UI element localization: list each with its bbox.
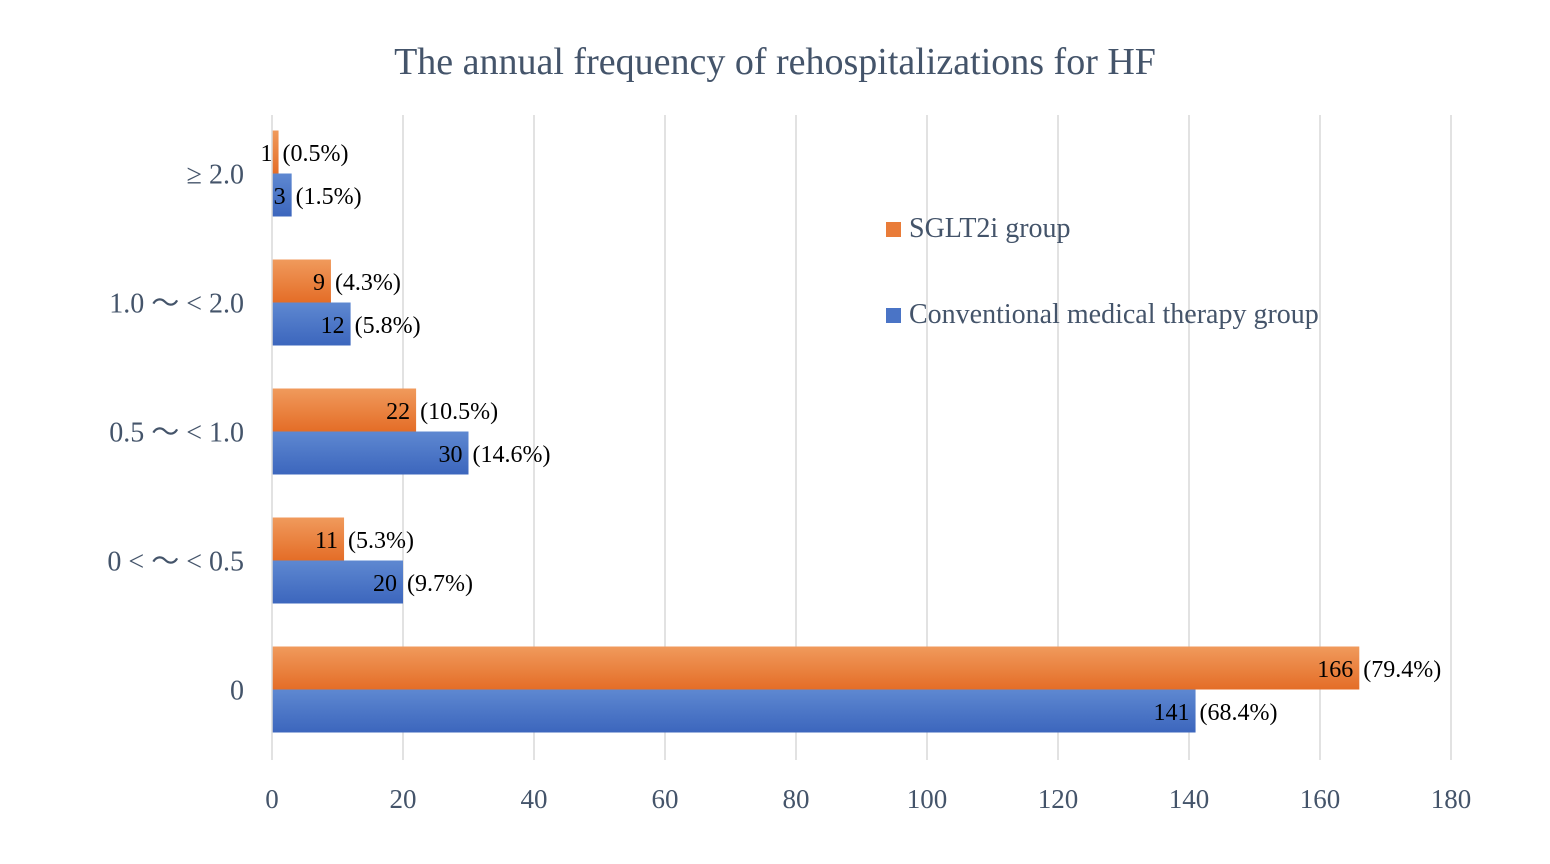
- percent-label-sglt2i-2: (10.5%): [420, 399, 498, 425]
- value-label-conventional-2: 30: [439, 442, 463, 468]
- percent-label-conventional-4: (68.4%): [1200, 700, 1278, 726]
- percent-label-conventional-0: (1.5%): [296, 184, 362, 210]
- percent-label-sglt2i-3: (5.3%): [348, 528, 414, 554]
- percent-label-sglt2i-1: (4.3%): [335, 270, 401, 296]
- value-label-sglt2i-3: 11: [315, 528, 338, 554]
- x-tick-label-140: 140: [1169, 784, 1210, 814]
- x-tick-label-60: 60: [652, 784, 679, 814]
- percent-label-conventional-2: (14.6%): [473, 442, 551, 468]
- bar-sglt2i-2: [272, 388, 417, 432]
- bar-conventional-0: [272, 173, 292, 217]
- y-category-label-0: ≥ 2.0: [187, 160, 244, 191]
- bar-sglt2i-4: [272, 646, 1360, 690]
- bar-conventional-3: [272, 560, 403, 604]
- bar-sglt2i-1: [272, 259, 331, 303]
- y-category-label-3: 0 < ～ < 0.5: [107, 547, 244, 578]
- value-label-sglt2i-4: 166: [1317, 657, 1353, 683]
- value-label-sglt2i-2: 22: [386, 399, 410, 425]
- x-tick-label-160: 160: [1300, 784, 1341, 814]
- y-category-label-1: 1.0 ～ < 2.0: [109, 289, 244, 320]
- x-tick-label-0: 0: [265, 784, 279, 814]
- legend-item-conventional: Conventional medical therapy group: [886, 296, 1446, 334]
- percent-label-sglt2i-0: (0.5%): [283, 141, 349, 167]
- value-label-conventional-3: 20: [373, 571, 397, 597]
- x-tick-label-180: 180: [1431, 784, 1472, 814]
- value-label-conventional-0: 3: [274, 184, 286, 210]
- value-label-conventional-4: 141: [1154, 700, 1190, 726]
- x-tick-label-20: 20: [390, 784, 417, 814]
- legend-label-sglt2i: SGLT2i group: [909, 213, 1071, 244]
- bar-conventional-2: [272, 431, 469, 475]
- value-label-conventional-1: 12: [321, 313, 345, 339]
- y-category-label-4: 0: [230, 676, 244, 707]
- data-labels: 1 (0.5%) 3 (1.5%) 9 (4.3%) 12 (5.8%) 22 (10.5%) 30…: [261, 141, 1442, 726]
- percent-label-conventional-1: (5.8%): [355, 313, 421, 339]
- x-tick-label-100: 100: [907, 784, 948, 814]
- value-label-sglt2i-1: 9: [313, 270, 325, 296]
- legend-swatch-conventional: [886, 307, 901, 323]
- percent-label-sglt2i-4: (79.4%): [1363, 657, 1441, 683]
- value-label-sglt2i-0: 1: [261, 141, 273, 167]
- axes: 0 20 40 60 80 100 120 140 160 180≥ 2.01.0 ～ < 2.0…: [107, 115, 1471, 814]
- bar-conventional-4: [272, 689, 1196, 733]
- x-tick-label-120: 120: [1038, 784, 1079, 814]
- bar-sglt2i-0: [272, 130, 279, 174]
- x-tick-label-40: 40: [521, 784, 548, 814]
- chart-title: The annual frequency of rehospitalizatio…: [394, 41, 1156, 83]
- percent-label-conventional-3: (9.7%): [407, 571, 473, 597]
- legend-swatch-sglt2i: [886, 221, 901, 237]
- y-category-label-2: 0.5 ～ < 1.0: [109, 418, 244, 449]
- x-tick-label-80: 80: [783, 784, 810, 814]
- legend-item-sglt2i: SGLT2i group: [886, 210, 1446, 248]
- bars: [272, 130, 1360, 733]
- bar-sglt2i-3: [272, 517, 345, 561]
- legend: SGLT2i group Conventional medical therap…: [886, 210, 1446, 382]
- legend-label-conventional: Conventional medical therapy group: [909, 299, 1319, 330]
- bar-conventional-1: [272, 302, 351, 346]
